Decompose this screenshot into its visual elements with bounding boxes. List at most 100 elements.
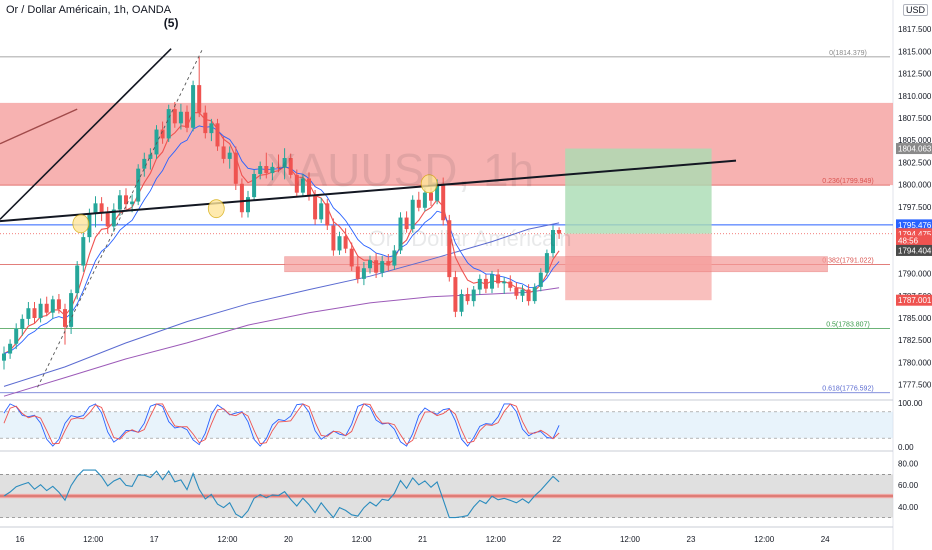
candle-body bbox=[404, 217, 409, 230]
candle-body bbox=[514, 287, 519, 296]
candle-body bbox=[276, 166, 281, 168]
candle-body bbox=[422, 192, 427, 208]
dashed-channel-line bbox=[37, 49, 203, 388]
candle-body bbox=[178, 111, 183, 124]
candle-body bbox=[166, 109, 171, 139]
touch-circle-0 bbox=[72, 214, 90, 234]
candle-body bbox=[520, 289, 525, 296]
price-label-text: 1795.476 bbox=[898, 221, 932, 230]
candle-body bbox=[136, 168, 141, 202]
candle-body bbox=[532, 286, 537, 302]
candle-body bbox=[368, 260, 372, 269]
candle-body bbox=[270, 166, 275, 174]
candle-body bbox=[349, 248, 354, 267]
candle-body bbox=[502, 281, 507, 284]
candle-body bbox=[69, 293, 74, 327]
x-tick-label: 23 bbox=[687, 535, 696, 544]
rsi-tick-label: 80.00 bbox=[898, 460, 919, 469]
y-tick-label: 1777.500 bbox=[898, 381, 932, 390]
candle-body bbox=[38, 303, 43, 318]
x-tick-label: 21 bbox=[418, 535, 427, 544]
candle-body bbox=[160, 129, 165, 139]
currency-button[interactable]: USD bbox=[903, 4, 929, 16]
candle-body bbox=[227, 152, 232, 159]
candle-body bbox=[294, 174, 299, 193]
ma-purple-line bbox=[3, 287, 560, 397]
candle-body bbox=[435, 183, 440, 201]
candle-body bbox=[490, 274, 494, 289]
x-tick-label: 12:00 bbox=[486, 535, 507, 544]
candle-body bbox=[93, 203, 98, 214]
fib-label-1: 0.236(1799.949) bbox=[822, 178, 873, 185]
price-label-box bbox=[896, 143, 932, 155]
candle-body bbox=[105, 213, 110, 227]
candle-body bbox=[453, 277, 458, 312]
candle-body bbox=[386, 261, 391, 266]
x-tick-label: 20 bbox=[284, 535, 293, 544]
rising-trendline bbox=[0, 159, 737, 223]
ema-red-line bbox=[3, 112, 560, 355]
x-tick-label: 24 bbox=[821, 535, 830, 544]
candle-body bbox=[221, 146, 226, 159]
price-label-box bbox=[896, 294, 932, 306]
candle-body bbox=[215, 123, 220, 147]
touch-circle-1 bbox=[207, 199, 225, 219]
candle-body bbox=[557, 230, 562, 234]
candle-body bbox=[258, 166, 263, 174]
candle-body bbox=[56, 299, 61, 310]
candle-body bbox=[465, 294, 470, 302]
y-tick-label: 1780.000 bbox=[898, 358, 932, 367]
wave-label: (5) bbox=[164, 16, 179, 30]
y-tick-label: 1815.000 bbox=[898, 47, 932, 56]
candle-body bbox=[398, 217, 403, 251]
candle-body bbox=[203, 112, 208, 134]
candle-body bbox=[117, 195, 122, 210]
candle-body bbox=[172, 109, 177, 124]
candle-body bbox=[331, 225, 336, 251]
candle-body bbox=[313, 195, 318, 220]
y-tick-label: 1797.500 bbox=[898, 203, 932, 212]
candle-body bbox=[111, 209, 116, 227]
y-tick-label: 1800.000 bbox=[898, 181, 932, 190]
candle-body bbox=[374, 260, 379, 273]
price-label-text: 1794.475 bbox=[898, 230, 932, 239]
x-tick-label: 12:00 bbox=[83, 535, 104, 544]
candle-body bbox=[14, 328, 19, 344]
support-zone bbox=[284, 256, 828, 273]
ema-blue-line bbox=[3, 125, 560, 355]
candle-body bbox=[496, 274, 501, 284]
x-tick-label: 16 bbox=[16, 535, 25, 544]
watermark-symbol: XAUUSD, 1h bbox=[266, 144, 534, 196]
ma-blue-line bbox=[3, 222, 560, 387]
candle-body bbox=[477, 278, 482, 290]
candle-body bbox=[8, 343, 13, 354]
candle-body bbox=[233, 152, 238, 184]
candle-body bbox=[483, 278, 488, 289]
candle-body bbox=[508, 281, 513, 288]
candle-body bbox=[264, 166, 269, 174]
candle-body bbox=[343, 236, 348, 249]
price-label-text: 1794.404 bbox=[898, 246, 932, 255]
x-tick-label: 12:00 bbox=[620, 535, 641, 544]
price-label-box bbox=[896, 244, 932, 256]
candle-body bbox=[325, 203, 330, 226]
y-tick-label: 1805.000 bbox=[898, 136, 932, 145]
candle-body bbox=[447, 220, 452, 278]
candle-body bbox=[20, 318, 25, 329]
candle-body bbox=[154, 129, 159, 155]
candle-body bbox=[441, 183, 446, 221]
fib-label-3: 0.5(1783.807) bbox=[826, 322, 870, 329]
candle-body bbox=[282, 158, 287, 168]
x-tick-label: 17 bbox=[150, 535, 159, 544]
candle-body bbox=[124, 195, 128, 205]
candle-body bbox=[410, 199, 415, 230]
candle-body bbox=[526, 289, 531, 302]
candle-body bbox=[544, 253, 549, 273]
x-tick-label: 12:00 bbox=[754, 535, 775, 544]
fib-label-4: 0.618(1776.592) bbox=[822, 386, 873, 393]
resistance-zone bbox=[0, 102, 893, 186]
candle-body bbox=[197, 85, 202, 113]
candle-body bbox=[307, 178, 311, 196]
candle-body bbox=[246, 197, 250, 213]
